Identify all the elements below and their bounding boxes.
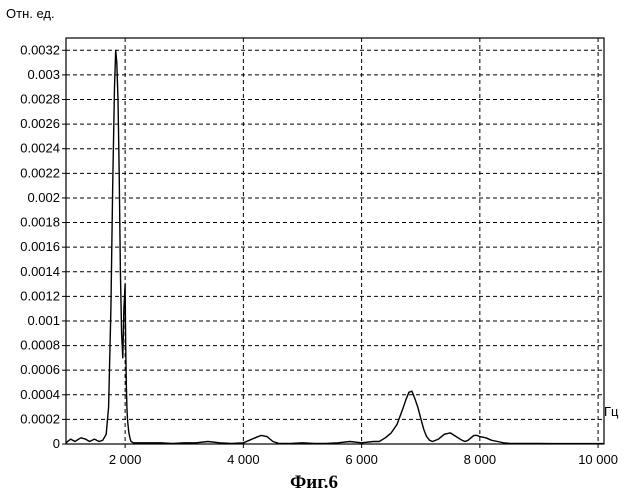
x-tick-label: 4 000 [227, 452, 260, 467]
x-tick-label: 8 000 [464, 452, 497, 467]
y-tick-label: 0 [53, 436, 60, 451]
x-axis-label: Гц [604, 404, 619, 419]
y-tick-label: 0.0012 [20, 288, 60, 303]
y-tick-label: 0.0004 [20, 387, 60, 402]
x-tick-label: 2 000 [109, 452, 142, 467]
x-tick-label: 6 000 [345, 452, 378, 467]
y-tick-label: 0.0016 [20, 239, 60, 254]
y-tick-label: 0.0006 [20, 362, 60, 377]
y-tick-label: 0.0026 [20, 116, 60, 131]
figure-caption: Фиг.6 [0, 472, 628, 494]
y-tick-label: 0.001 [27, 313, 60, 328]
y-tick-label: 0.0002 [20, 411, 60, 426]
y-tick-label: 0.0014 [20, 264, 60, 279]
y-tick-label: 0.0028 [20, 92, 60, 107]
plot-frame [66, 38, 604, 444]
y-tick-label: 0.002 [27, 190, 60, 205]
y-tick-label: 0.0022 [20, 165, 60, 180]
y-tick-label: 0.0024 [20, 141, 60, 156]
y-tick-label: 0.0008 [20, 338, 60, 353]
y-tick-label: 0.0032 [20, 42, 60, 57]
x-tick-label: 10 000 [578, 452, 618, 467]
y-tick-label: 0.0018 [20, 215, 60, 230]
y-tick-label: 0.003 [27, 67, 60, 82]
